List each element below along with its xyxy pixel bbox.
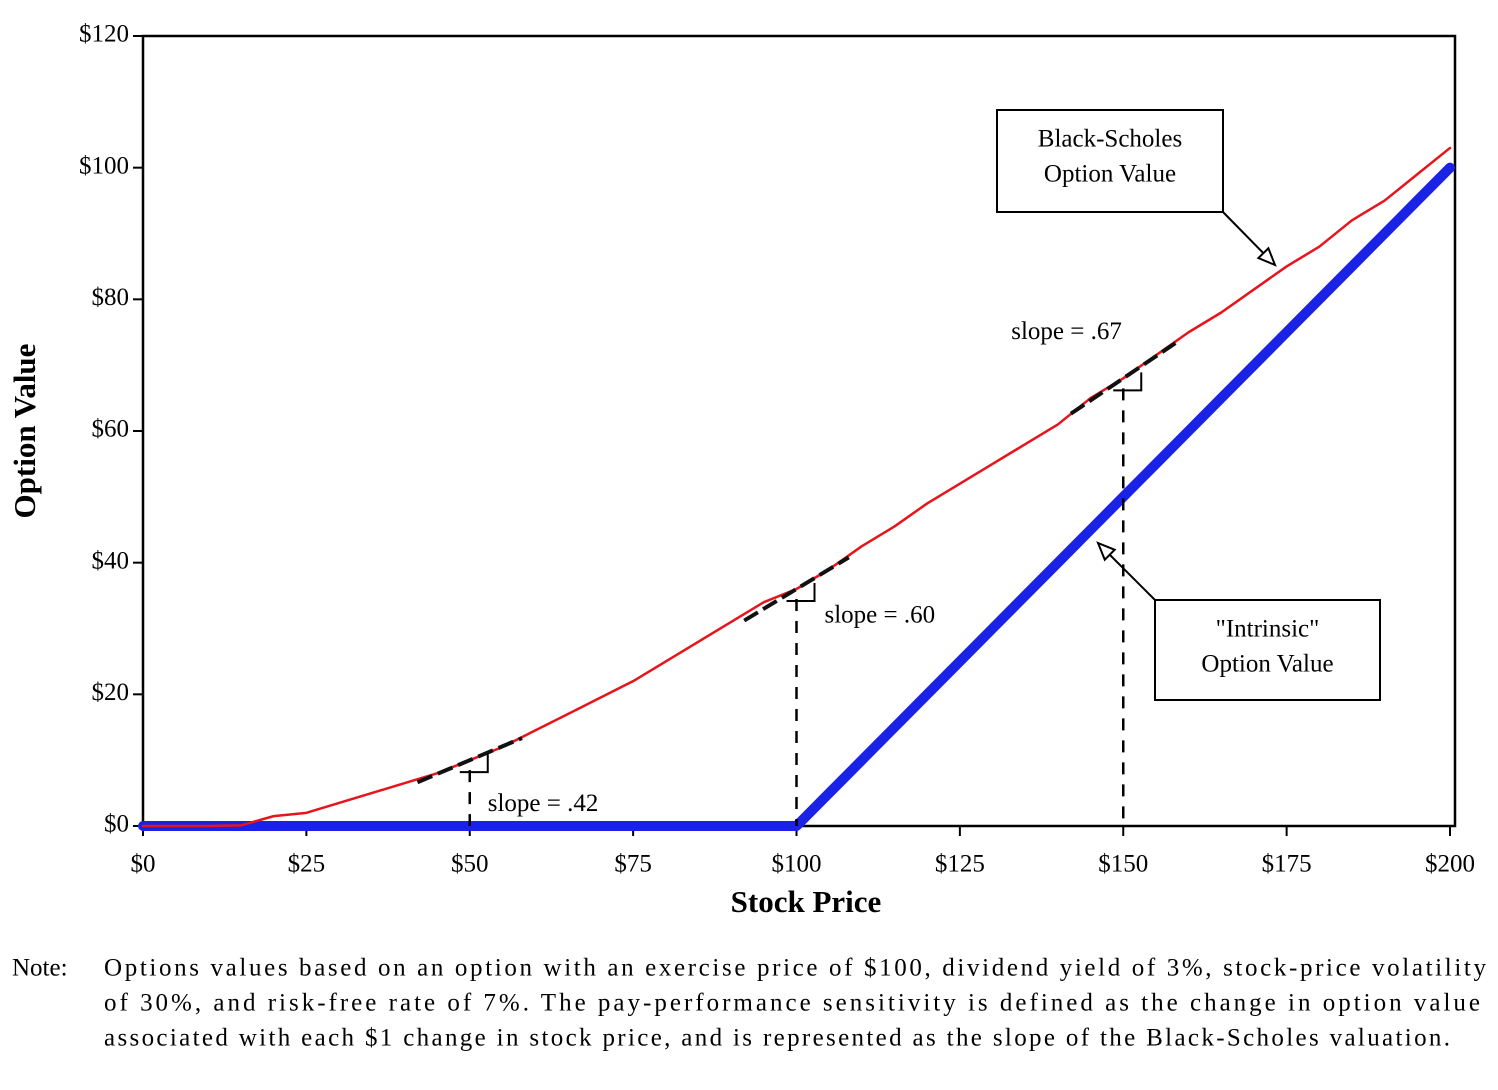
slope-label: slope = .42 — [488, 790, 599, 817]
slope-label: slope = .60 — [825, 602, 936, 629]
x-tick-label: $150 — [1098, 851, 1148, 878]
note-text: of 30%, and risk-free rate of 7%. The pa… — [104, 990, 1480, 1017]
x-tick-label: $50 — [451, 851, 489, 878]
y-tick-label: $40 — [92, 547, 130, 574]
tangent-line — [416, 736, 523, 785]
x-tick-label: $25 — [288, 851, 326, 878]
x-tick-label: $175 — [1262, 851, 1312, 878]
series-line — [141, 146, 1452, 828]
callout-box — [996, 109, 1224, 213]
plot-frame — [141, 34, 1457, 828]
y-tick-label: $80 — [92, 284, 130, 311]
callout-box — [1154, 599, 1381, 701]
x-tick-label: $200 — [1425, 851, 1475, 878]
slope-bracket — [1113, 372, 1143, 392]
y-tick-label: $100 — [79, 152, 129, 179]
note-text: associated with each $1 change in stock … — [104, 1025, 1450, 1052]
slope-bracket — [786, 583, 816, 602]
arrow-head — [1096, 541, 1117, 562]
callout-text: "Intrinsic" — [1216, 616, 1320, 643]
note-label: Note: — [12, 955, 68, 982]
arrow-head — [1256, 246, 1277, 267]
y-axis-label: Option Value — [7, 344, 42, 519]
x-tick-label: $75 — [614, 851, 652, 878]
y-tick-label: $120 — [79, 21, 129, 48]
callout-text: Option Value — [1201, 651, 1333, 678]
note-text: Options values based on an option with a… — [104, 955, 1487, 982]
slope-bracket — [459, 754, 489, 774]
callout-text: Black-Scholes — [1038, 126, 1182, 153]
x-axis-label: Stock Price — [731, 884, 882, 919]
tangent-line — [743, 555, 850, 623]
callout-text: Option Value — [1044, 161, 1176, 188]
y-tick-label: $60 — [92, 416, 130, 443]
x-tick-label: $100 — [772, 851, 822, 878]
x-tick-label: $125 — [935, 851, 985, 878]
series-line — [138, 162, 1455, 831]
slope-label: slope = .67 — [1011, 318, 1122, 345]
y-tick-label: $20 — [92, 679, 130, 706]
x-tick-label: $0 — [131, 851, 156, 878]
y-tick-label: $0 — [104, 811, 129, 838]
